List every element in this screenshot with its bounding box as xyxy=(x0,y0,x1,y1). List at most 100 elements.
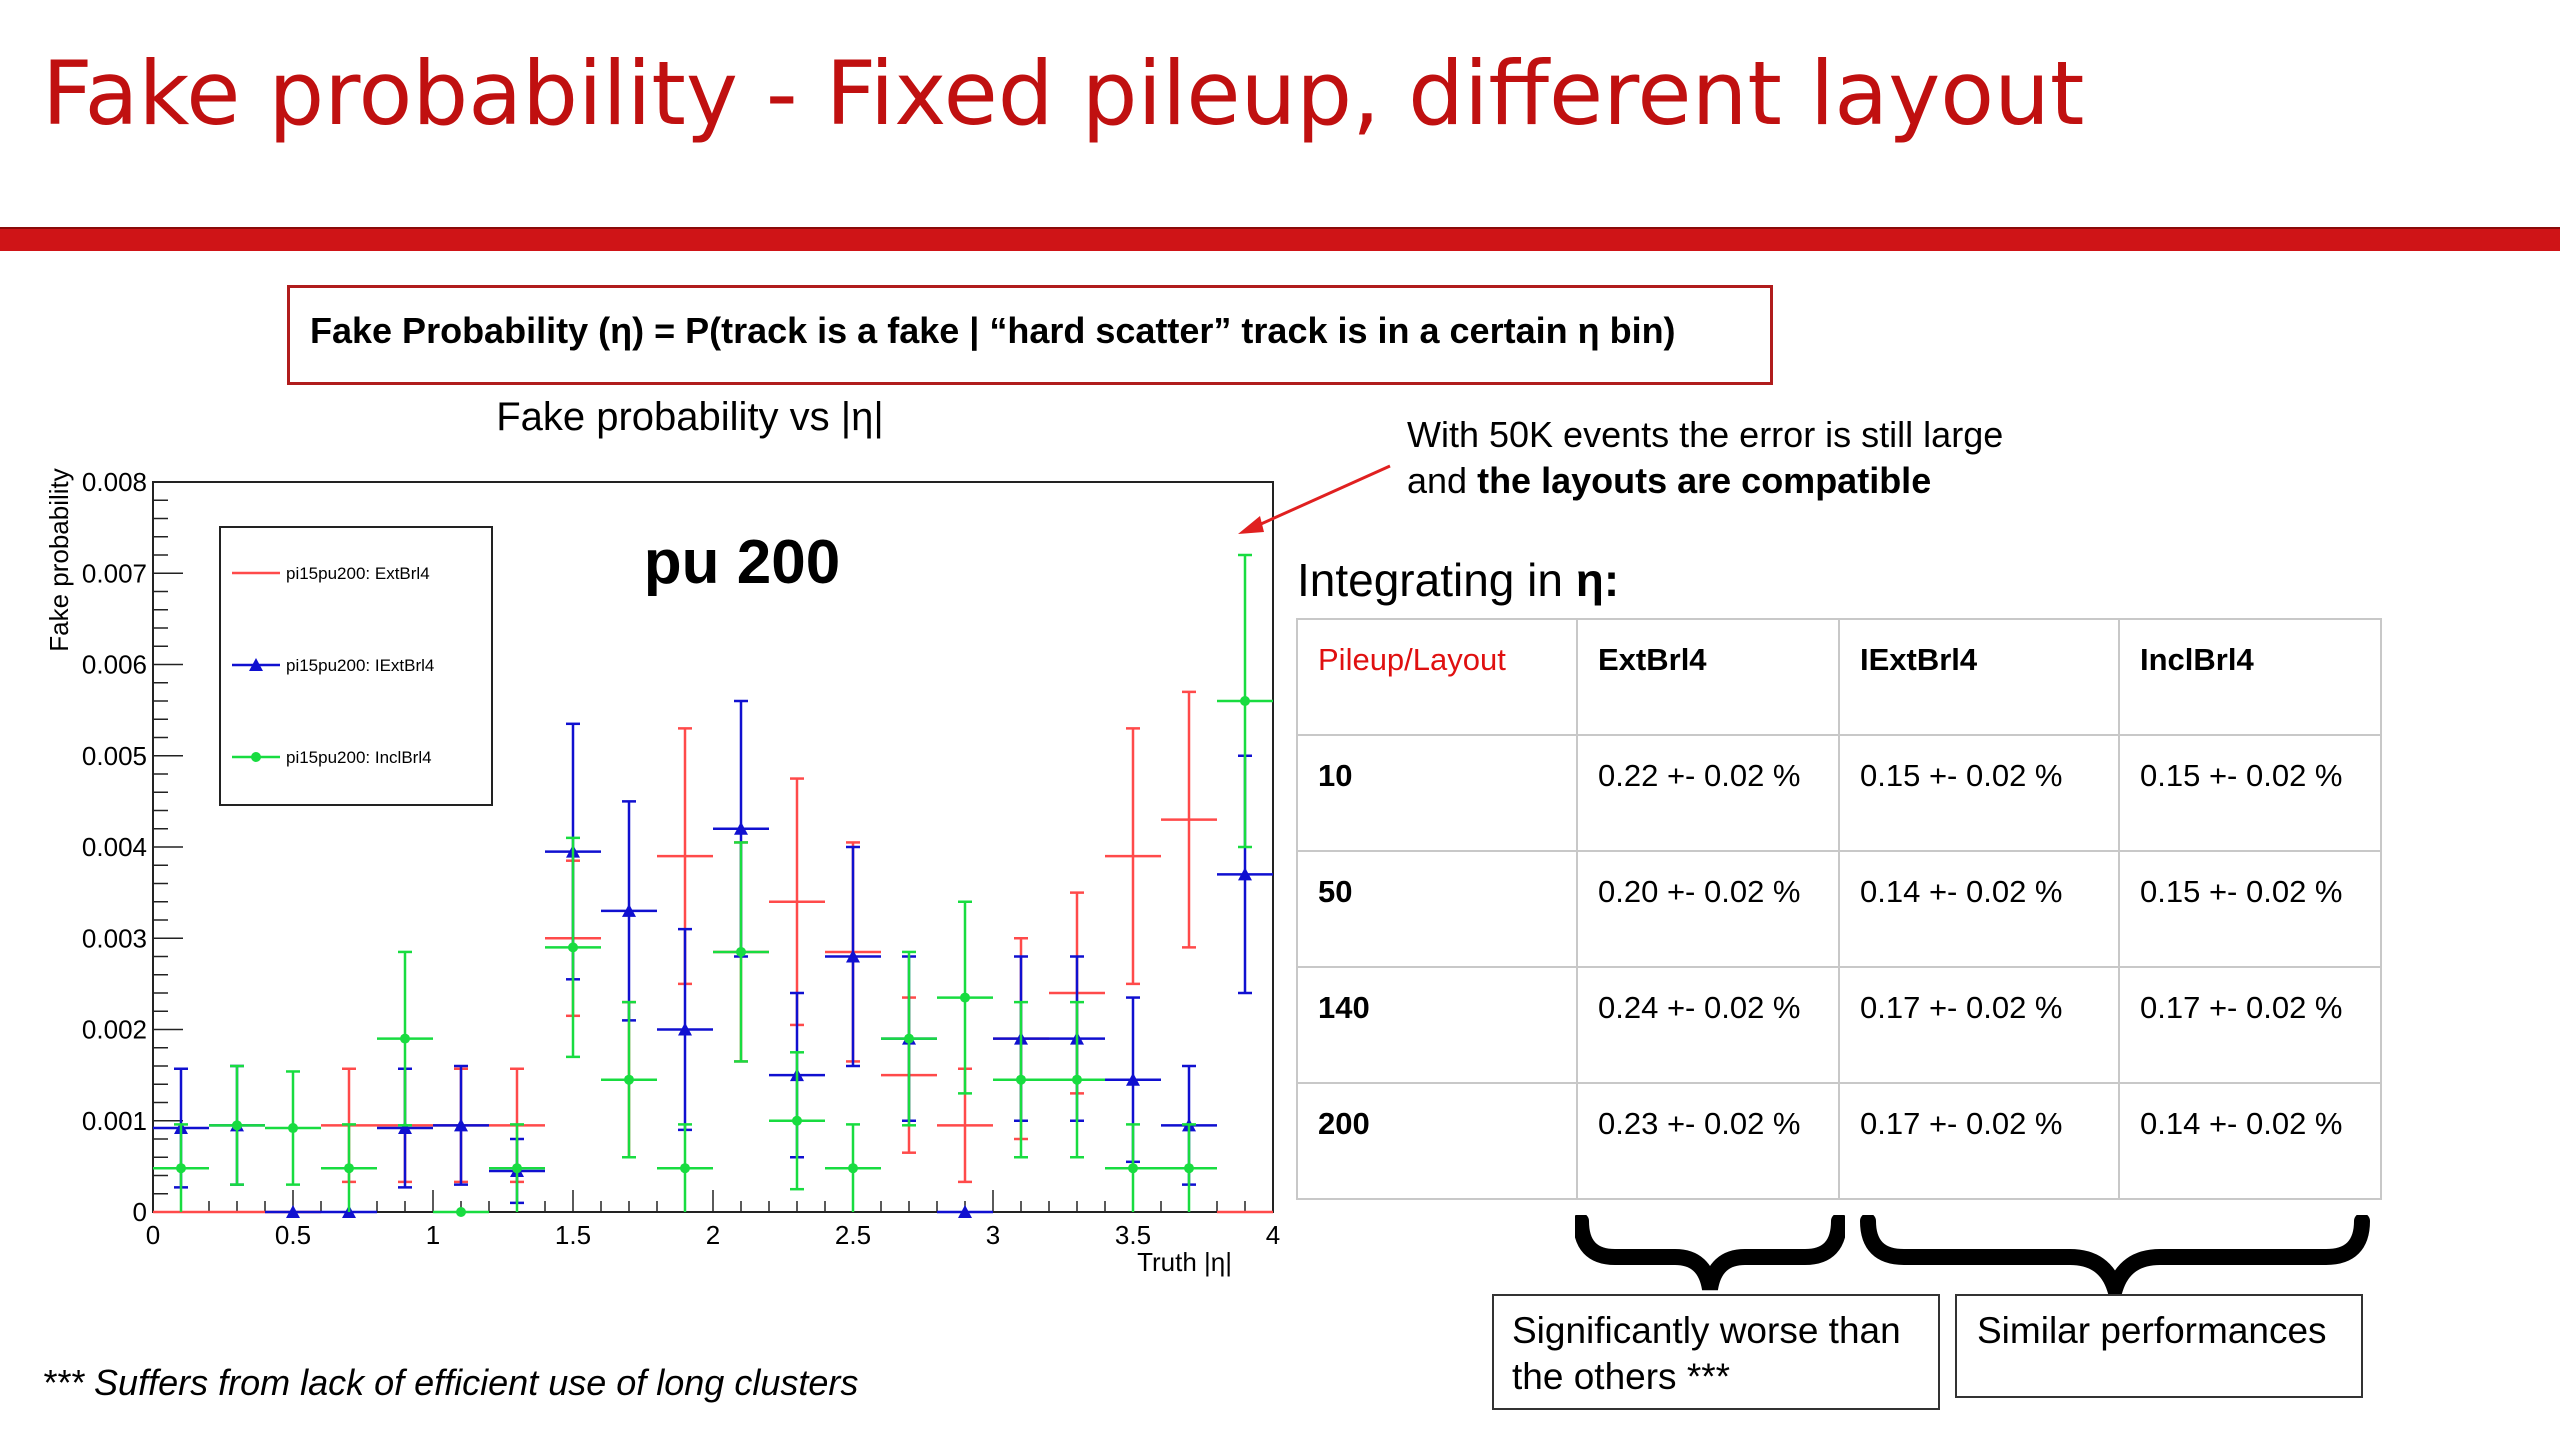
data-point xyxy=(1217,553,1273,849)
circle-marker xyxy=(1128,1163,1138,1174)
legend-label: pi15pu200: ExtBrl4 xyxy=(286,564,430,583)
chart-ylabel: Fake probability xyxy=(44,468,74,652)
data-point xyxy=(153,1123,209,1212)
slide-title: Fake probability - Fixed pileup, differe… xyxy=(42,42,2085,145)
table-cell: 0.20 +- 0.02 % xyxy=(1576,850,1840,968)
circle-marker xyxy=(176,1163,186,1174)
data-point xyxy=(433,1207,489,1217)
table-row: 50 0.20 +- 0.02 % 0.14 +- 0.02 % 0.15 +-… xyxy=(1296,850,2382,968)
circle-marker xyxy=(344,1163,354,1174)
table-cell: 0.14 +- 0.02 % xyxy=(1838,850,2120,968)
x-tick-label: 0.5 xyxy=(275,1220,311,1250)
x-tick-label: 3.5 xyxy=(1115,1220,1151,1250)
x-tick-label: 4 xyxy=(1266,1220,1280,1250)
data-point xyxy=(993,1000,1049,1159)
data-point xyxy=(1049,1000,1105,1159)
data-point xyxy=(1161,1123,1217,1212)
circle-marker xyxy=(400,1033,410,1044)
data-point xyxy=(265,1070,321,1186)
chart-panel-label: pu 200 xyxy=(644,528,840,597)
y-tick-label: 0.003 xyxy=(82,923,147,953)
y-tick-label: 0.001 xyxy=(82,1106,147,1136)
note-line-2: and the layouts are compatible xyxy=(1407,458,2003,504)
circle-marker xyxy=(624,1074,634,1085)
circle-marker xyxy=(792,1115,802,1126)
circle-marker xyxy=(1240,696,1250,706)
data-point xyxy=(937,1205,993,1218)
circle-marker xyxy=(512,1163,522,1174)
y-tick-label: 0.006 xyxy=(82,650,147,680)
table-header-cell: InclBrl4 xyxy=(2118,618,2382,736)
data-point xyxy=(1105,727,1161,986)
x-tick-label: 3 xyxy=(986,1220,1000,1250)
table-row: 140 0.24 +- 0.02 % 0.17 +- 0.02 % 0.17 +… xyxy=(1296,966,2382,1084)
worse-performance-box: Significantly worse than the others *** xyxy=(1492,1294,1940,1410)
integrating-symbol: η: xyxy=(1575,554,1620,606)
definition-bold: Fake Probability xyxy=(310,310,589,351)
circle-marker xyxy=(1016,1074,1026,1085)
table-row: 10 0.22 +- 0.02 % 0.15 +- 0.02 % 0.15 +-… xyxy=(1296,734,2382,852)
circle-marker xyxy=(736,946,746,957)
table-cell: 0.14 +- 0.02 % xyxy=(2118,1082,2382,1200)
y-tick-label: 0.008 xyxy=(82,467,147,497)
data-point xyxy=(769,1051,825,1191)
data-point xyxy=(1161,690,1217,949)
data-point xyxy=(377,950,433,1127)
title-divider-bar xyxy=(0,227,2560,251)
data-point xyxy=(1105,1123,1161,1212)
x-tick-label: 1.5 xyxy=(555,1220,591,1250)
data-point xyxy=(937,900,993,1095)
table-cell: 0.15 +- 0.02 % xyxy=(2118,734,2382,852)
integrating-prefix: Integrating in xyxy=(1297,554,1576,606)
legend-marker xyxy=(251,752,261,762)
table-cell: 0.24 +- 0.02 % xyxy=(1576,966,1840,1084)
integrating-heading: Integrating in η: xyxy=(1297,553,1619,607)
table-cell: 0.17 +- 0.02 % xyxy=(1838,1082,2120,1200)
y-tick-label: 0 xyxy=(133,1197,147,1227)
table-cell: 50 xyxy=(1296,850,1578,968)
data-point xyxy=(881,950,937,1127)
chart-xlabel: Truth |η| xyxy=(1137,1247,1232,1277)
y-tick-label: 0.004 xyxy=(82,832,147,862)
data-point xyxy=(769,777,825,1027)
x-tick-label: 2 xyxy=(706,1220,720,1250)
circle-marker xyxy=(568,942,578,953)
table-cell: 10 xyxy=(1296,734,1578,852)
triangle-marker xyxy=(1126,1072,1140,1086)
legend-label: pi15pu200: IExtBrl4 xyxy=(286,656,434,675)
data-point xyxy=(265,1205,321,1218)
y-tick-label: 0.005 xyxy=(82,741,147,771)
data-point xyxy=(601,1000,657,1159)
table-cell: 140 xyxy=(1296,966,1578,1084)
table-cell: 0.15 +- 0.02 % xyxy=(2118,850,2382,968)
data-point xyxy=(321,1123,377,1212)
similar-performance-box: Similar performances xyxy=(1955,1294,2363,1398)
table-cell: 0.15 +- 0.02 % xyxy=(1838,734,2120,852)
arrow-annotation-pointer xyxy=(1238,464,1391,534)
table-cell: 0.22 +- 0.02 % xyxy=(1576,734,1840,852)
x-tick-label: 1 xyxy=(426,1220,440,1250)
data-point xyxy=(713,841,769,1063)
brace-right xyxy=(1860,1215,2370,1295)
note-bold: the layouts are compatible xyxy=(1477,460,1932,501)
triangle-marker xyxy=(454,1118,468,1132)
table-cell: 0.23 +- 0.02 % xyxy=(1576,1082,1840,1200)
circle-marker xyxy=(680,1163,690,1174)
data-point xyxy=(825,845,881,1068)
data-point xyxy=(657,927,713,1132)
data-point xyxy=(433,1064,489,1186)
table-header-cell: Pileup/Layout xyxy=(1296,618,1578,736)
triangle-marker xyxy=(734,821,748,835)
note-prefix: and xyxy=(1407,460,1478,501)
data-point xyxy=(601,800,657,1022)
triangle-marker xyxy=(286,1205,300,1218)
triangle-marker xyxy=(398,1121,412,1135)
triangle-marker xyxy=(1238,867,1252,881)
table-row: 200 0.23 +- 0.02 % 0.17 +- 0.02 % 0.14 +… xyxy=(1296,1082,2382,1200)
circle-marker xyxy=(1072,1074,1082,1085)
y-tick-label: 0.002 xyxy=(82,1015,147,1045)
data-point xyxy=(545,836,601,1059)
table-header-cell: ExtBrl4 xyxy=(1576,618,1840,736)
definition-box: Fake Probability (η) = P(track is a fake… xyxy=(287,285,1773,385)
circle-marker xyxy=(456,1207,466,1217)
